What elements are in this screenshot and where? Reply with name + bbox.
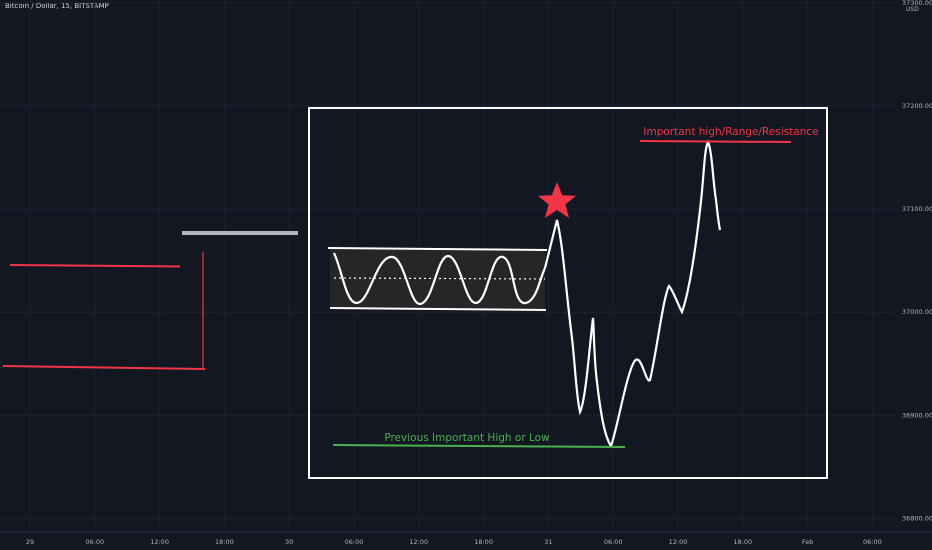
- time-tick-label: 06:00: [863, 538, 882, 546]
- time-tick-label: 18:00: [733, 538, 752, 546]
- star-icon: [537, 182, 577, 218]
- time-tick-label: 18:00: [215, 538, 234, 546]
- time-tick-label: 29: [26, 538, 34, 546]
- resistance-label: Important high/Range/Resistance: [643, 126, 818, 138]
- price-tick-label: 36900.00: [902, 411, 932, 419]
- price-tick-label: 37100.00: [902, 205, 932, 213]
- support-label: Previous Important High or Low: [384, 432, 550, 444]
- price-tick-label: 37200.00: [902, 102, 932, 110]
- scenario-box: [308, 107, 828, 479]
- time-tick-label: 06:00: [604, 538, 623, 546]
- time-tick-label: 18:00: [474, 538, 493, 546]
- time-tick-label: 06:00: [85, 538, 104, 546]
- price-tick-label: 37300.00: [902, 0, 932, 7]
- zone-top-line: [327, 247, 548, 251]
- time-tick-label: 30: [285, 538, 293, 546]
- time-tick-label: Feb: [802, 538, 814, 546]
- grid: [0, 0, 895, 532]
- time-tick-label: 12:00: [150, 538, 169, 546]
- time-axis[interactable]: 29 06:00 12:00 18:00 30 06:00 12:00 18:00 31 06:0…: [0, 531, 932, 546]
- time-tick-label: 31: [544, 538, 552, 546]
- projected-path: [543, 139, 722, 449]
- support-line: [332, 444, 626, 448]
- zone-bottom-line: [329, 307, 547, 311]
- drawings: Important high/Range/Resistance Previous …: [2, 107, 828, 479]
- range-oscillation-path: [333, 252, 546, 306]
- price-tick-label: 37000.00: [902, 308, 932, 316]
- resistance-line: [639, 140, 792, 143]
- price-axis[interactable]: 36800.00 36900.00 37000.00 37100.00 37200.00…: [902, 0, 932, 523]
- time-tick-label: 12:00: [409, 538, 428, 546]
- zone-mid-line: [333, 277, 546, 280]
- range-bottom-line: [2, 365, 206, 370]
- currency-label: USD: [906, 6, 919, 13]
- time-tick-label: 12:00: [669, 538, 688, 546]
- symbol-title: Bitcoin / Dollar, 15, BITSTAMP: [5, 2, 109, 10]
- price-tick-label: 36800.00: [902, 515, 932, 523]
- range-top-line: [9, 264, 181, 268]
- time-tick-label: 06:00: [345, 538, 364, 546]
